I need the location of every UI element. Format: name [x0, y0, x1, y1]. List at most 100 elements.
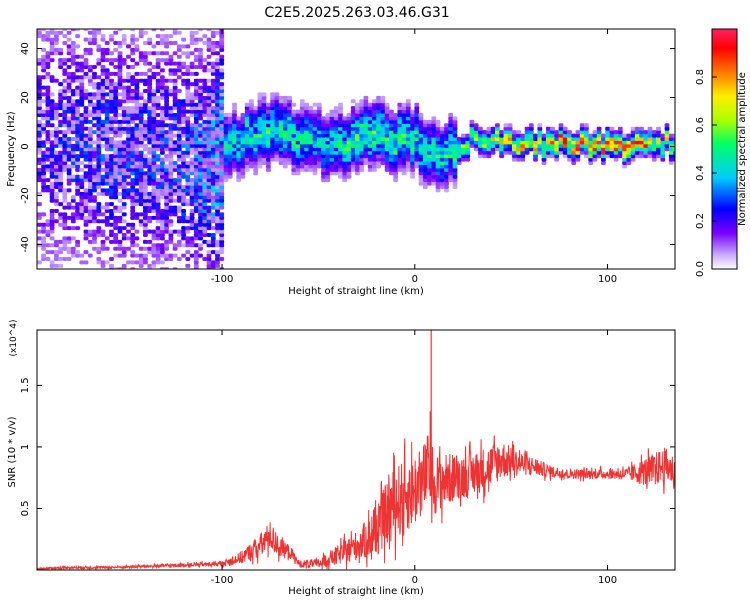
- spectrogram-cell: [609, 133, 615, 138]
- spectrogram-cell: [164, 167, 169, 172]
- spectrogram-cell: [66, 239, 72, 244]
- spectrogram-cell: [92, 130, 97, 135]
- spectrogram-cell: [634, 140, 640, 145]
- spectrogram-cell: [634, 137, 640, 141]
- spectrogram-cell: [397, 147, 403, 152]
- spectrogram-cell: [554, 133, 560, 138]
- spectrogram-cell: [486, 150, 492, 155]
- spectrogram-cell: [189, 99, 195, 104]
- spectrogram-cell: [109, 212, 114, 217]
- spectrogram-cell: [100, 106, 106, 111]
- spectrogram-cell: [193, 222, 199, 227]
- spectrogram-cell: [164, 61, 169, 66]
- spectrogram-cell: [100, 85, 106, 90]
- spectrogram-cell: [104, 47, 110, 52]
- spectrogram-cell: [62, 123, 68, 128]
- spectrogram-cell: [130, 109, 136, 114]
- spectrogram-cell: [321, 130, 326, 135]
- spectrogram-cell: [160, 95, 165, 100]
- spectrogram-cell: [126, 181, 131, 186]
- spectrogram-cell: [342, 140, 348, 145]
- spectrogram-cell: [198, 51, 203, 56]
- spectrogram-cell: [134, 260, 140, 265]
- spectrogram-cell: [253, 171, 259, 176]
- spectrogram-cell: [113, 116, 119, 121]
- spectrogram-cell: [439, 157, 445, 162]
- spectrogram-cell: [206, 250, 212, 255]
- spectrogram-cell: [295, 171, 301, 176]
- spectrogram-cell: [134, 89, 140, 93]
- spectrogram-cell: [299, 140, 305, 145]
- spectrogram-cell: [240, 113, 246, 117]
- spectrogram-cell: [206, 181, 212, 186]
- spectrogram-cell: [164, 202, 169, 207]
- spectrogram-cell: [227, 154, 233, 159]
- spectrogram-cell: [100, 54, 106, 59]
- spectrogram-cell: [266, 154, 271, 159]
- spectrogram-cell: [185, 89, 191, 93]
- spectrogram-cell: [49, 171, 55, 176]
- spectrogram-cell: [134, 44, 140, 49]
- spectrogram-cell: [66, 215, 72, 220]
- spectrogram-cell: [96, 58, 102, 63]
- spectrogram-cell: [104, 164, 110, 169]
- spectrogram-cell: [138, 140, 144, 145]
- spectrogram-cell: [350, 167, 356, 172]
- spectrogram-cell: [130, 253, 136, 258]
- spectrogram-cell: [223, 140, 229, 145]
- spectrogram-cell: [83, 174, 89, 179]
- spectrogram-cell: [533, 154, 538, 159]
- spectrogram-cell: [96, 161, 102, 165]
- spectrogram-cell: [164, 116, 169, 121]
- spectrogram-cell: [117, 113, 123, 117]
- spectrogram-cell: [49, 99, 55, 104]
- spectrogram-cell: [58, 263, 63, 268]
- spectrogram-cell: [622, 150, 627, 155]
- spectrogram-cell: [198, 133, 203, 138]
- spectrogram-cell: [444, 147, 449, 152]
- spectrogram-cell: [168, 143, 174, 148]
- spectrogram-cell: [54, 47, 59, 52]
- spectrogram-cell: [41, 150, 46, 155]
- spectrogram-cell: [100, 95, 106, 100]
- spectrogram-cell: [96, 113, 102, 117]
- spectrogram-cell: [376, 113, 381, 117]
- spectrogram-cell: [96, 29, 102, 32]
- spectrogram-cell: [639, 150, 644, 155]
- spectrogram-cell: [643, 140, 649, 145]
- spectrogram-cell: [147, 119, 153, 124]
- spectrogram-cell: [342, 130, 348, 135]
- spectrogram-cell: [193, 219, 199, 224]
- spectrogram-cell: [193, 47, 199, 52]
- spectrogram-cell: [389, 167, 394, 172]
- spectrogram-cell: [109, 174, 114, 179]
- spectrogram-cell: [558, 123, 564, 128]
- spectrogram-cell: [155, 137, 161, 141]
- spectrogram-cell: [198, 157, 203, 162]
- spectrogram-cell: [312, 119, 318, 124]
- spectrogram-cell: [215, 212, 220, 217]
- spectrogram-cell: [473, 140, 479, 145]
- spectrogram-cell: [435, 174, 441, 179]
- spectrogram-cell: [49, 191, 55, 196]
- spectrogram-cell: [418, 133, 424, 138]
- spectrogram-cell: [346, 143, 352, 148]
- spectrogram-cell: [503, 143, 509, 148]
- spectrogram-cell: [372, 102, 377, 107]
- spectrogram-cell: [613, 154, 619, 159]
- spectrogram-cell: [126, 92, 131, 97]
- spectrogram-cell: [257, 137, 263, 141]
- spectrogram-cell: [104, 167, 110, 172]
- spectrogram-cell: [325, 113, 331, 117]
- spectrogram-cell: [622, 133, 627, 138]
- spectrogram-cell: [321, 178, 326, 183]
- spectrogram-cell: [193, 147, 199, 152]
- spectrogram-cell: [151, 116, 157, 121]
- spectrogram-cell: [282, 164, 288, 169]
- spectrogram-cell: [37, 243, 42, 248]
- spectrogram-cell: [104, 116, 110, 121]
- spectrogram-cell: [202, 198, 208, 203]
- spectrogram-cell: [49, 143, 55, 148]
- spectrogram-cell: [62, 188, 68, 193]
- spectrogram-cell: [261, 147, 267, 152]
